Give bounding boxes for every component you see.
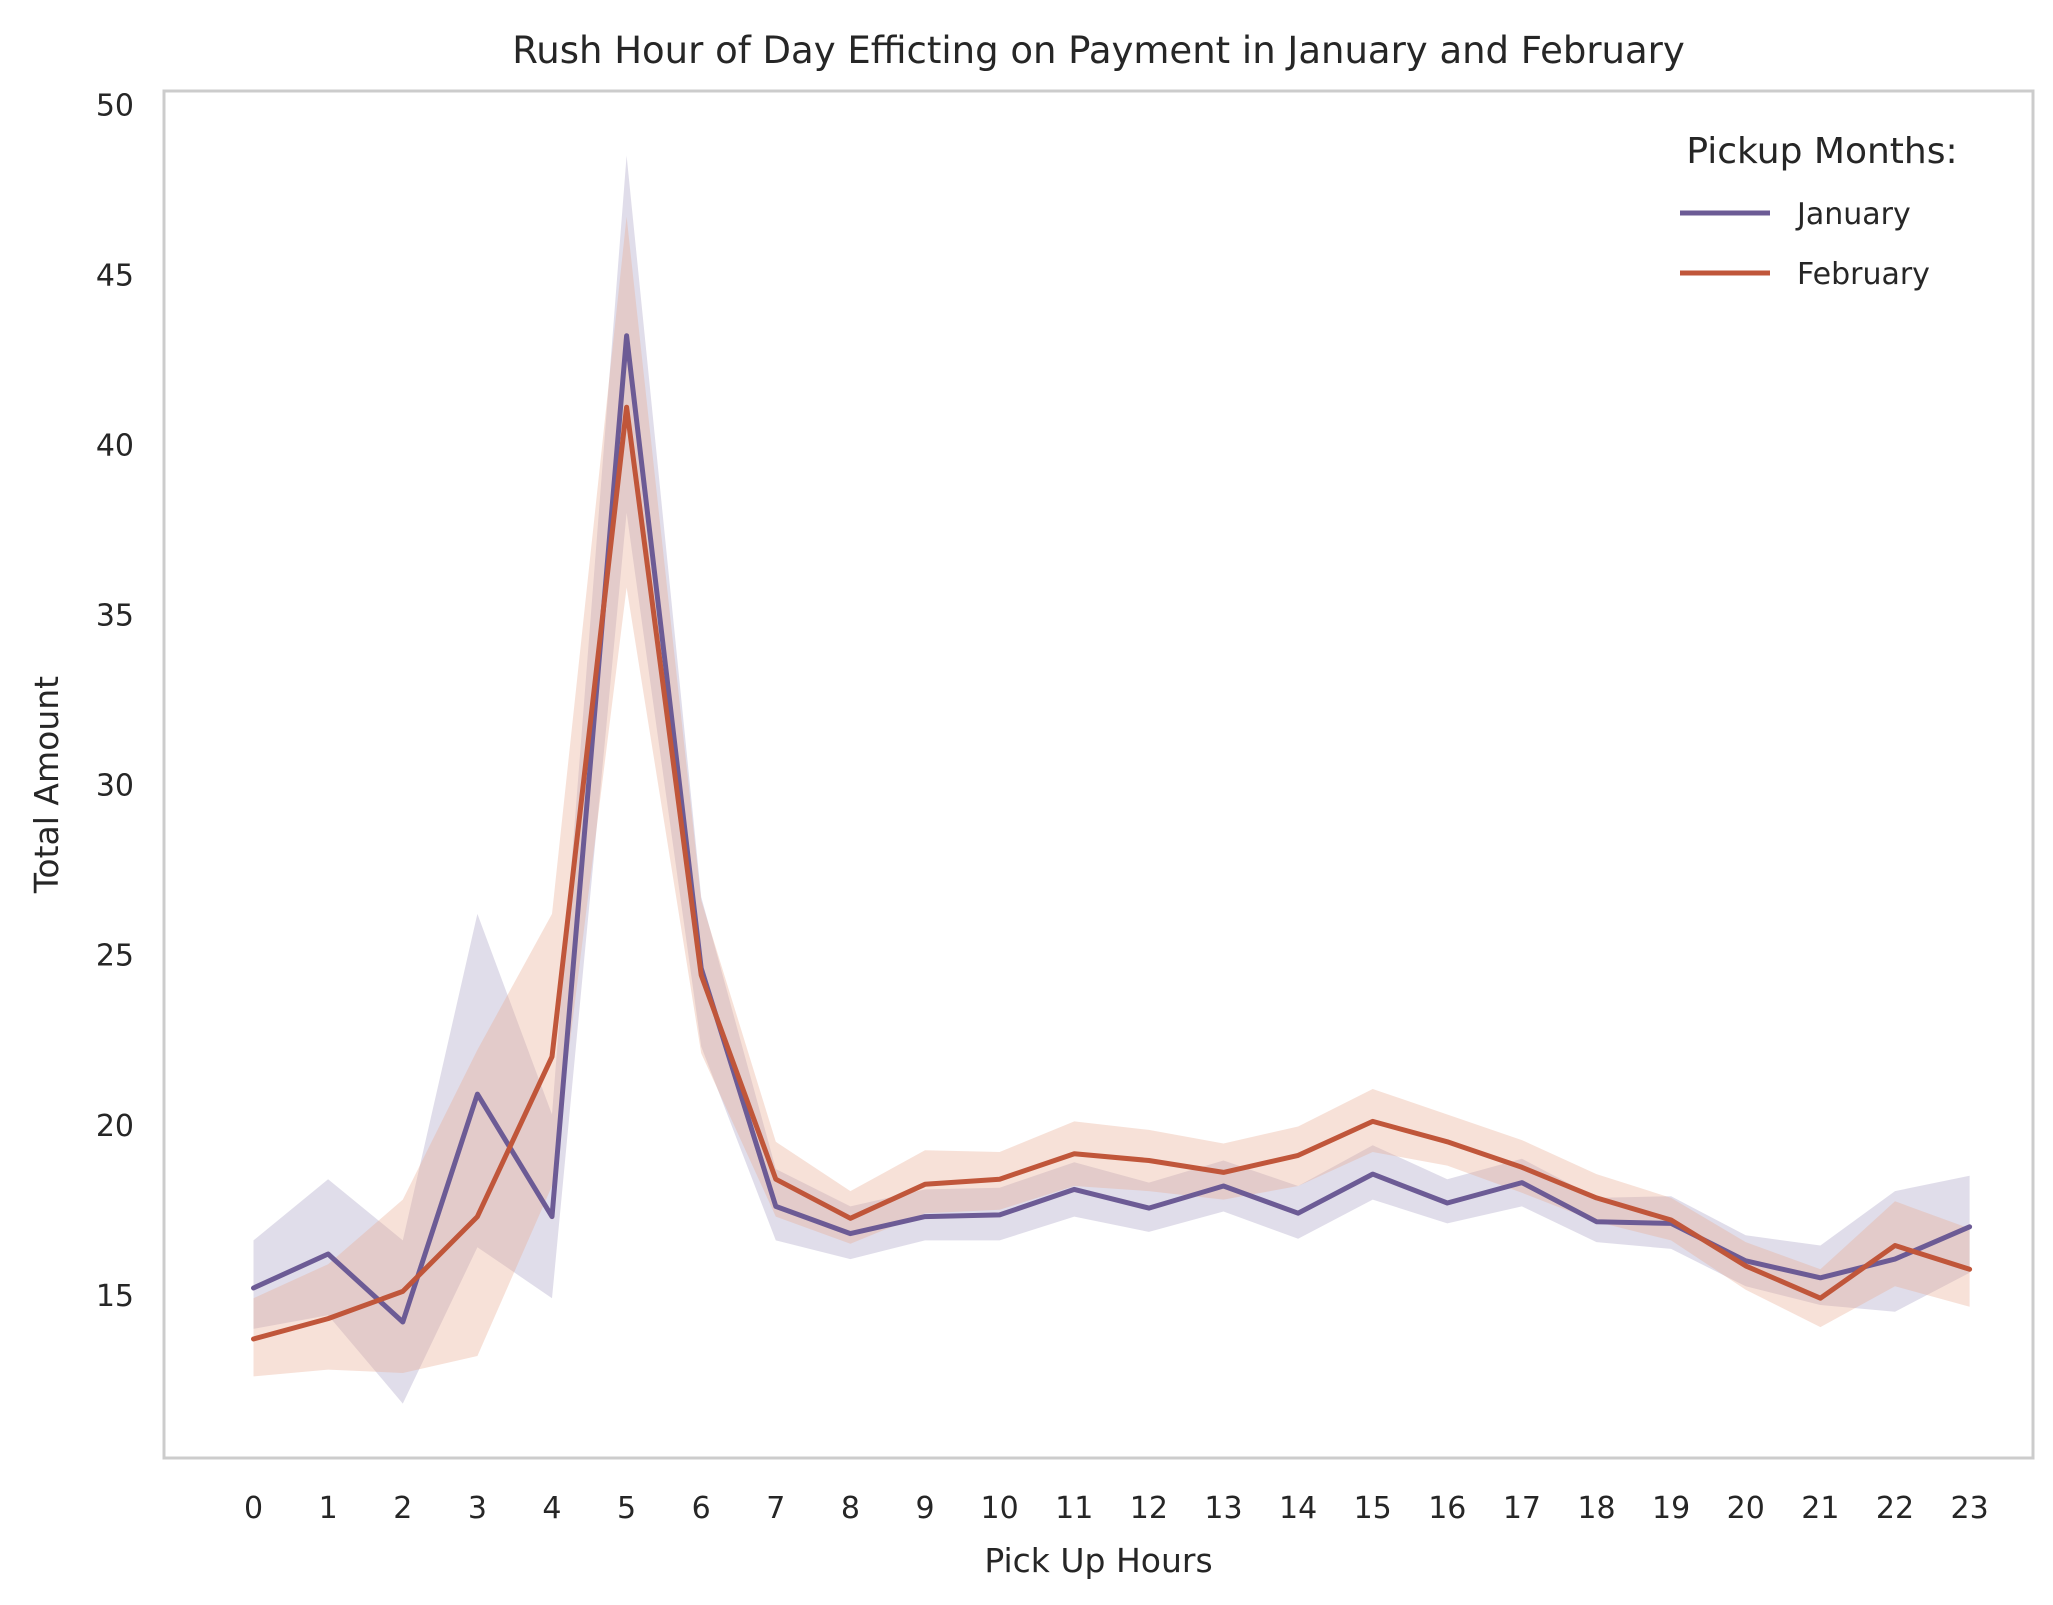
x-tick-label: 8 bbox=[841, 1491, 860, 1526]
x-tick-label: 3 bbox=[468, 1491, 487, 1526]
series-line-february bbox=[251, 404, 1973, 1342]
y-axis-title: Total Amount bbox=[27, 676, 66, 894]
x-tick-label: 13 bbox=[1204, 1491, 1242, 1526]
x-tick-label: 11 bbox=[1055, 1491, 1093, 1526]
confidence-bands bbox=[253, 155, 1970, 1404]
x-tick-label: 0 bbox=[244, 1491, 263, 1526]
y-tick-label: 30 bbox=[96, 769, 134, 804]
y-axis-ticks: 15 20 25 30 35 40 45 50 bbox=[96, 89, 134, 1314]
x-tick-label: 15 bbox=[1354, 1491, 1392, 1526]
x-tick-label: 12 bbox=[1130, 1491, 1168, 1526]
x-tick-label: 1 bbox=[319, 1491, 338, 1526]
legend: Pickup Months: January February bbox=[1680, 131, 1958, 292]
ci-band-january bbox=[253, 155, 1970, 1404]
x-tick-label: 9 bbox=[915, 1491, 934, 1526]
series-lines bbox=[251, 333, 1973, 1342]
y-tick-label: 20 bbox=[96, 1109, 134, 1144]
x-tick-label: 6 bbox=[692, 1491, 711, 1526]
x-tick-label: 14 bbox=[1279, 1491, 1317, 1526]
x-tick-label: 10 bbox=[981, 1491, 1019, 1526]
x-axis-title: Pick Up Hours bbox=[984, 1541, 1212, 1580]
y-tick-label: 25 bbox=[96, 939, 134, 974]
x-tick-label: 5 bbox=[617, 1491, 636, 1526]
x-tick-label: 17 bbox=[1503, 1491, 1541, 1526]
y-tick-label: 15 bbox=[96, 1279, 134, 1314]
x-tick-label: 4 bbox=[542, 1491, 561, 1526]
x-axis-ticks: 0 1 2 3 4 5 6 7 8 9 10 11 12 13 14 15 16 17 18 19 20 21 22 23 bbox=[244, 1491, 1989, 1526]
y-tick-label: 50 bbox=[96, 89, 134, 124]
legend-label-february: February bbox=[1797, 257, 1930, 292]
y-tick-label: 35 bbox=[96, 599, 134, 634]
legend-label-january: January bbox=[1795, 197, 1911, 232]
x-tick-label: 23 bbox=[1950, 1491, 1988, 1526]
chart-title: Rush Hour of Day Efficting on Payment in… bbox=[512, 29, 1685, 72]
x-tick-label: 18 bbox=[1577, 1491, 1615, 1526]
x-tick-label: 21 bbox=[1801, 1491, 1839, 1526]
x-tick-label: 20 bbox=[1727, 1491, 1765, 1526]
legend-title: Pickup Months: bbox=[1686, 131, 1957, 172]
x-tick-label: 22 bbox=[1876, 1491, 1914, 1526]
x-tick-label: 2 bbox=[393, 1491, 412, 1526]
plot-area-frame bbox=[162, 89, 2035, 1460]
x-tick-label: 19 bbox=[1652, 1491, 1690, 1526]
y-tick-label: 45 bbox=[96, 259, 134, 294]
y-tick-label: 40 bbox=[96, 429, 134, 464]
x-tick-label: 7 bbox=[766, 1491, 785, 1526]
x-tick-label: 16 bbox=[1428, 1491, 1466, 1526]
